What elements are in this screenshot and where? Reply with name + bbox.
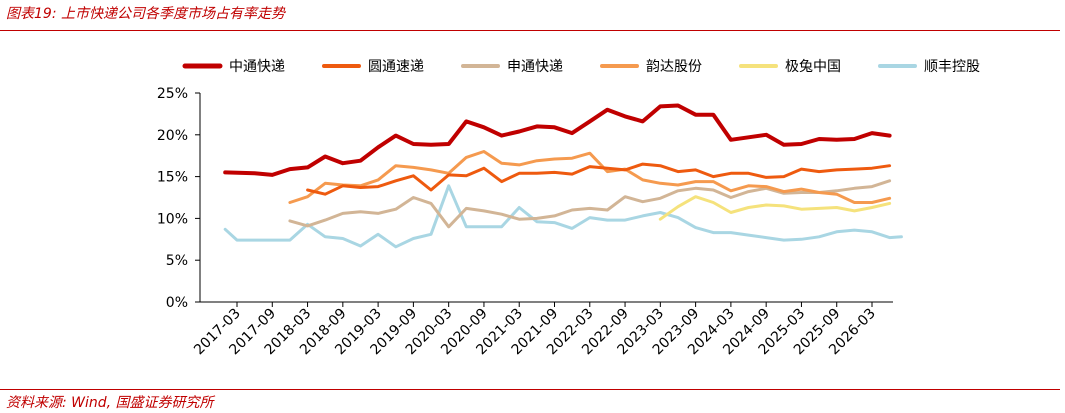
y-tick-label: 10% [157,211,188,227]
legend-label: 极兔中国 [785,59,841,75]
legend-label: 中通快递 [229,59,285,75]
series-line-5 [658,195,892,221]
series-line-2 [306,162,892,196]
series-line-3 [288,179,892,229]
y-tick-label: 25% [157,86,188,102]
legend-label: 顺丰控股 [924,59,980,75]
figure-source: 资料来源: Wind, 国盛证券研究所 [6,395,214,411]
y-tick-label: 0% [166,295,188,311]
y-tick-label: 5% [166,253,188,269]
series-line-6 [223,184,903,249]
y-tick-label: 20% [157,128,188,144]
series-line-4 [288,150,892,204]
series-line-1 [223,103,892,177]
source-rule [0,389,1060,390]
title-rule [0,30,1060,31]
legend-label: 圆通速递 [368,59,424,75]
y-tick-label: 15% [157,170,188,186]
legend-label: 申通快递 [507,59,563,75]
legend-label: 韵达股份 [646,59,702,75]
figure-title: 图表19: 上市快递公司各季度市场占有率走势 [6,6,285,22]
